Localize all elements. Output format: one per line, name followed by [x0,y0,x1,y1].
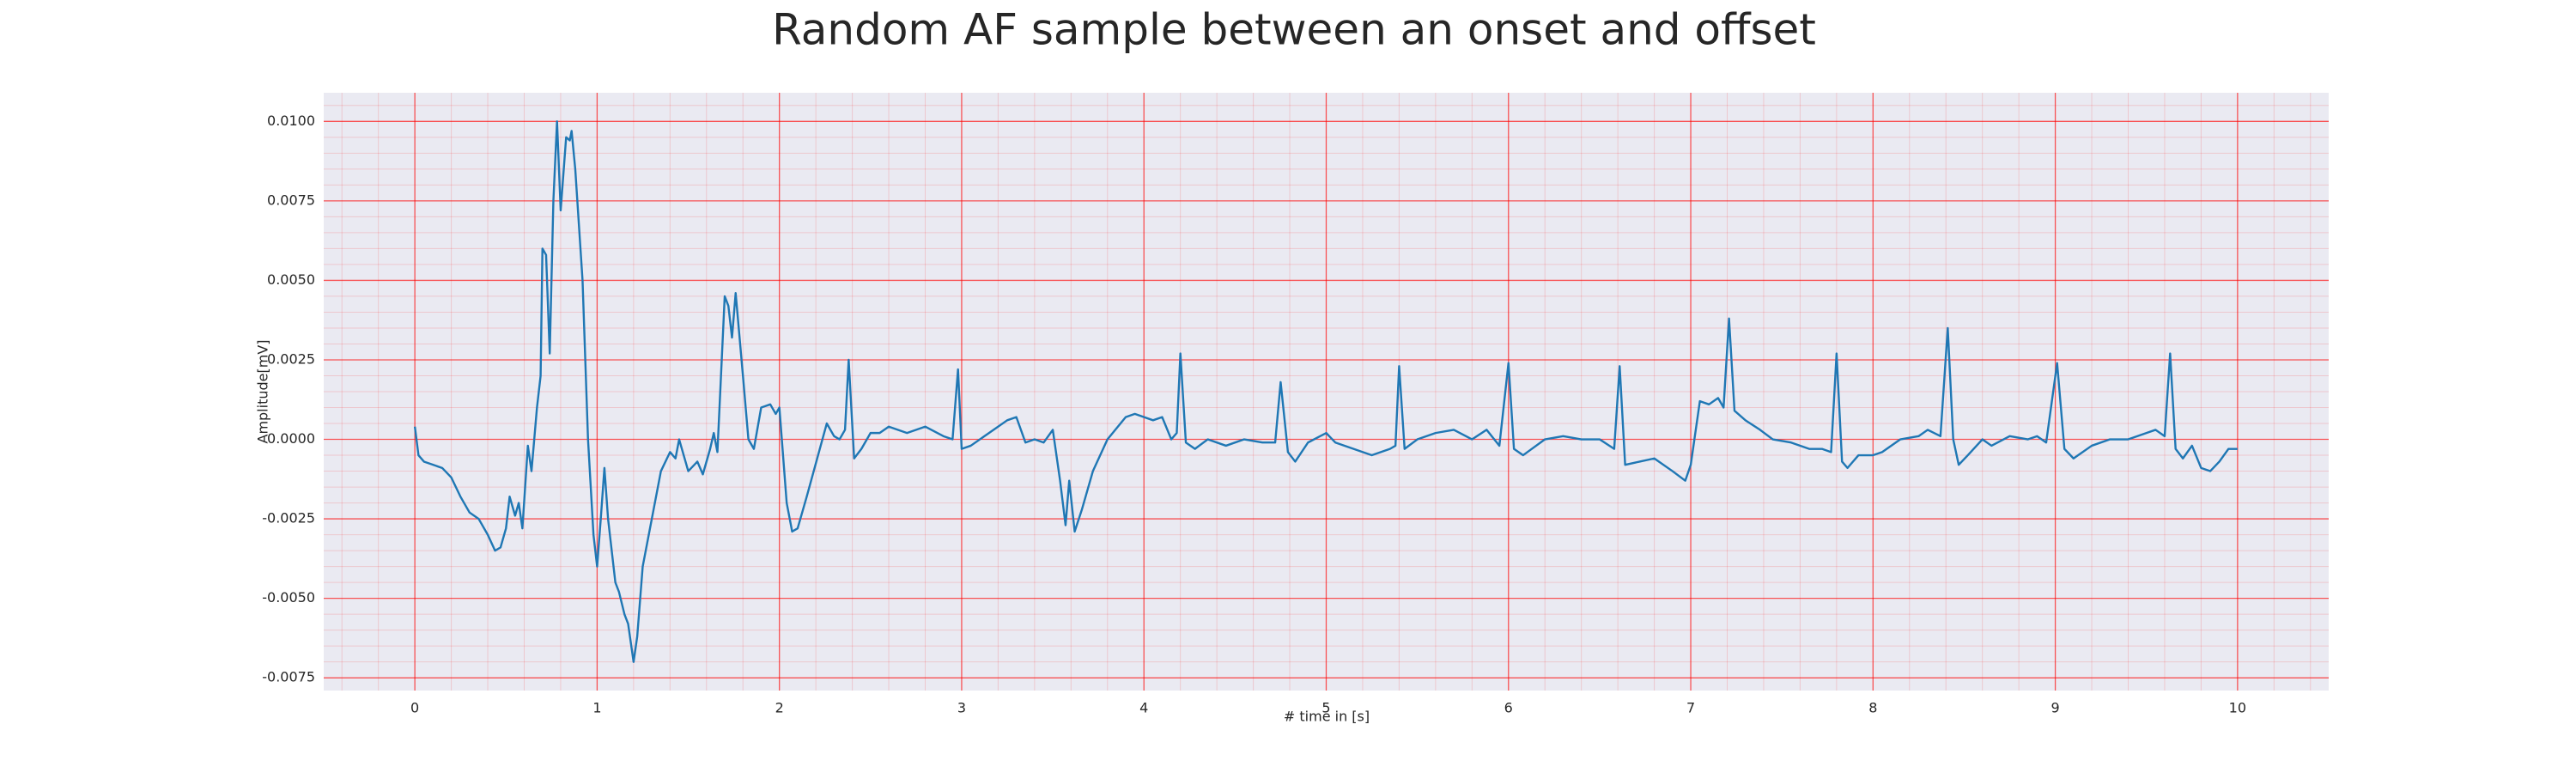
x-tick-label: 9 [2050,700,2059,716]
x-tick-label: 6 [1504,700,1513,716]
y-axis-label: Amplitude[mV] [255,339,271,443]
x-tick-label: 8 [1868,700,1877,716]
y-tick-label: 0.0025 [267,350,315,367]
x-tick-label: 4 [1139,700,1148,716]
x-tick-label: 5 [1321,700,1330,716]
chart-title: Random AF sample between an onset and of… [772,5,1816,55]
y-tick-label: 0.0000 [267,430,315,447]
x-tick-label: 0 [410,700,419,716]
y-tick-label: 0.0100 [267,113,315,129]
x-tick-label: 1 [592,700,601,716]
y-tick-label: -0.0025 [262,510,315,526]
line-series [413,120,2238,663]
y-tick-label: -0.0050 [262,589,315,606]
x-tick-label: 10 [2229,700,2246,716]
x-tick-label: 7 [1686,700,1695,716]
x-tick-label: 2 [775,700,784,716]
x-axis-label: # time in [s] [1284,709,1370,725]
y-tick-label: -0.0075 [262,669,315,685]
y-tick-label: 0.0075 [267,192,315,208]
y-tick-label: 0.0050 [267,271,315,288]
x-tick-label: 3 [957,700,966,716]
